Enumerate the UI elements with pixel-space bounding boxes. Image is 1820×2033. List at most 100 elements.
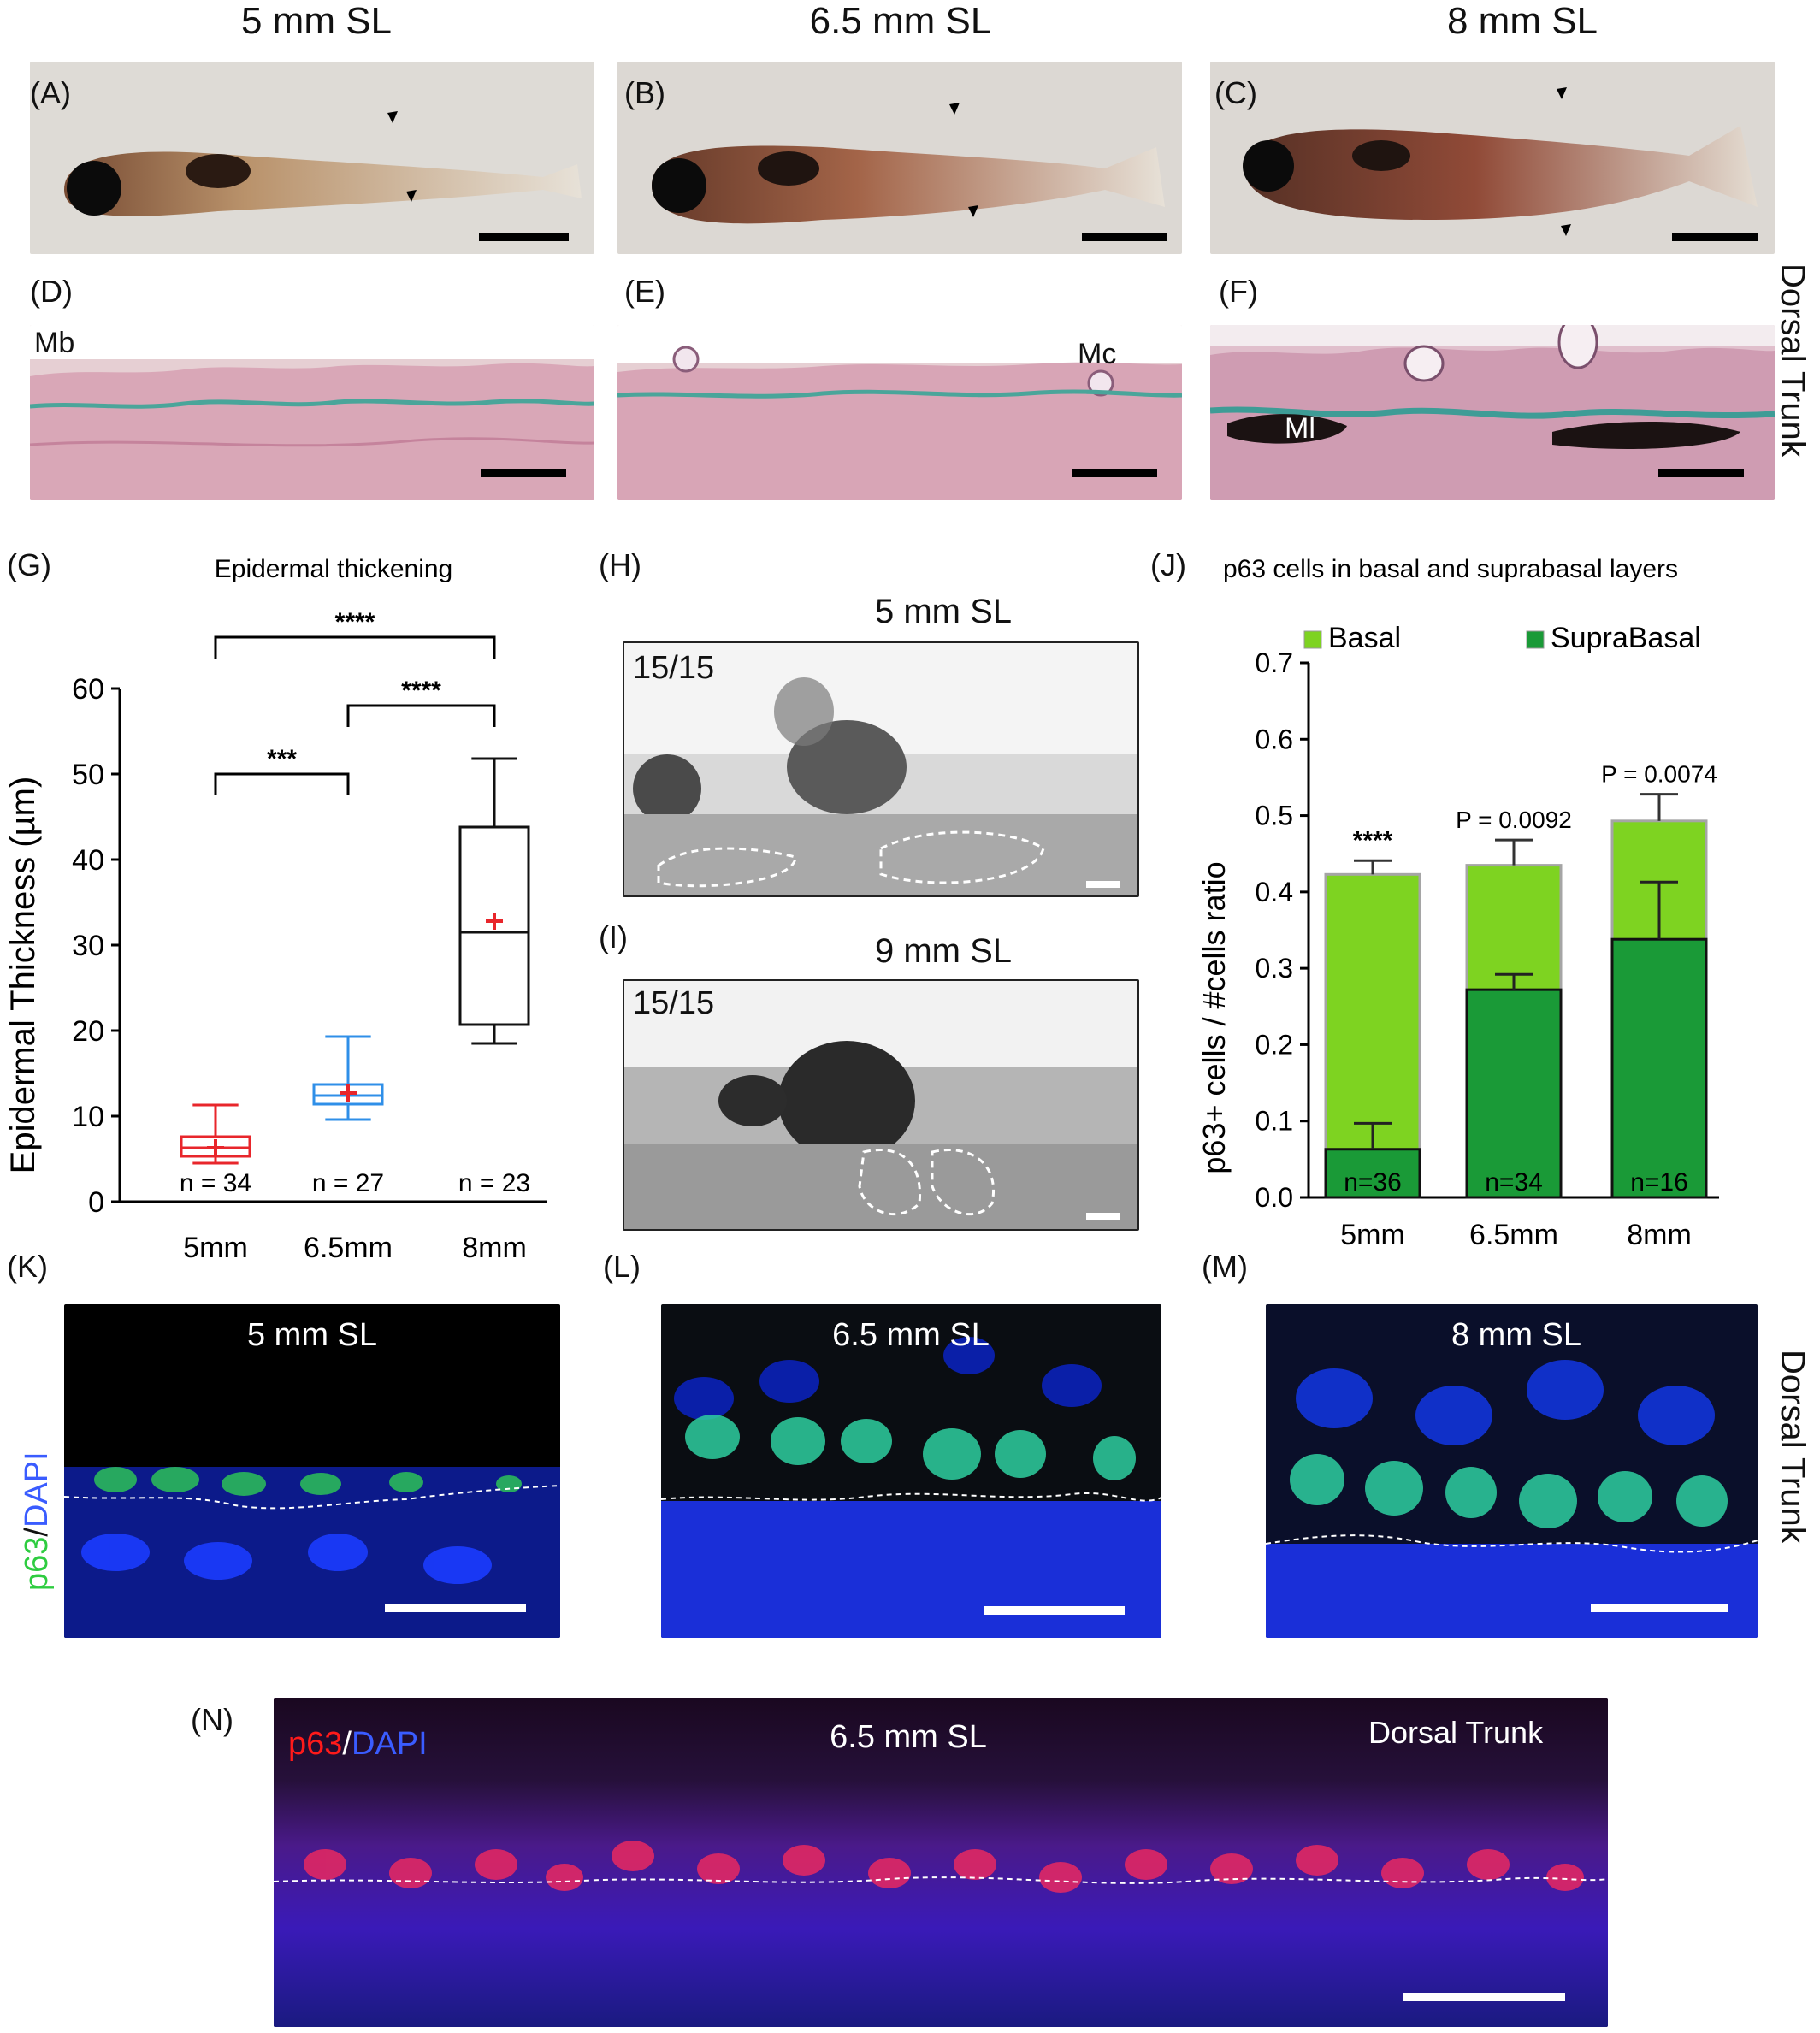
box-5mm: n = 34 5mm — [180, 1103, 251, 1264]
y-tick-label-j: 0.1 — [1256, 1106, 1293, 1137]
panel-label-i: (I) — [599, 919, 628, 954]
bar-chart-p63-cells: p63 cells in basal and suprabasal layers… — [1197, 555, 1719, 1251]
x-tick-label-g: 5mm — [183, 1232, 248, 1264]
column-title-6-5mm: 6.5 mm SL — [809, 0, 992, 42]
label-mb: Mb — [34, 327, 75, 359]
ish-count-9mm: 15/15 — [633, 985, 715, 1021]
y-tick-label-j: 0.4 — [1256, 877, 1293, 907]
scale-bar-a — [479, 233, 569, 241]
bar-group-5mm: n=36 **** 5mm — [1324, 826, 1421, 1251]
legend-swatch — [1303, 630, 1322, 649]
fluor-image-6-5mm — [661, 1304, 1161, 1638]
n-label-j: n=36 — [1344, 1168, 1402, 1197]
label-mc: Mc — [1078, 338, 1117, 370]
fluor-image-n — [274, 1698, 1608, 2027]
fluor-title-6-5mm: 6.5 mm SL — [832, 1317, 990, 1353]
bar-group-8mm: n=16 P = 0.0074 8mm — [1601, 761, 1717, 1251]
legend-swatch — [1526, 630, 1545, 649]
ish-count-5mm: 15/15 — [633, 650, 715, 686]
scale-bar-m — [1591, 1604, 1728, 1612]
panel-label-g: (G) — [7, 547, 51, 582]
panel-label-n: (N) — [191, 1702, 233, 1737]
y-tick-label-j: 0.0 — [1256, 1182, 1293, 1213]
significance-label: **** — [401, 677, 441, 705]
stain-p63-green: p63 — [19, 1536, 55, 1591]
y-tick-label-g: 0 — [88, 1186, 104, 1219]
annotation-j: P = 0.0092 — [1456, 807, 1572, 833]
significance-bracket: *** — [214, 745, 350, 795]
panel-label-b: (B) — [624, 75, 665, 110]
y-tick-label-g: 20 — [72, 1015, 104, 1048]
y-axis-label-g: Epidermal Thickness (µm) — [4, 777, 42, 1174]
ish-image-9mm — [623, 979, 1139, 1231]
bar-suprabasal — [1610, 937, 1708, 1199]
ish-image-5mm — [623, 641, 1139, 897]
y-tick-label-j: 0.5 — [1256, 801, 1293, 831]
n-label-j: n=16 — [1630, 1168, 1688, 1197]
scale-bar-f — [1658, 469, 1744, 477]
x-tick-label-j: 5mm — [1340, 1219, 1405, 1251]
scale-bar-e — [1072, 469, 1157, 477]
box-8mm: n = 23 8mm — [458, 757, 530, 1264]
x-tick-label-g: 6.5mm — [304, 1232, 393, 1264]
x-tick-label-g: 8mm — [462, 1232, 527, 1264]
panel-label-k: (K) — [7, 1249, 48, 1284]
bracket-line — [214, 635, 496, 659]
panel-label-e: (E) — [624, 274, 665, 309]
column-title-5mm: 5 mm SL — [240, 0, 393, 42]
scale-bar-h — [1086, 881, 1120, 888]
stain-separator: / — [19, 1528, 55, 1537]
fluor-title-5mm: 5 mm SL — [246, 1317, 378, 1353]
bracket-line — [214, 772, 350, 795]
legend-label: Basal — [1328, 622, 1401, 654]
significance-bracket: **** — [346, 677, 496, 727]
ish-title-9mm: 9 mm SL — [874, 932, 1013, 970]
box-6.5mm: n = 27 6.5mm — [304, 1035, 393, 1264]
panel-label-h: (H) — [599, 547, 641, 582]
y-tick-label-g: 60 — [72, 673, 104, 706]
legend-label: SupraBasal — [1551, 622, 1701, 654]
label-ml: Ml — [1285, 412, 1315, 445]
larva-photo-8mm — [1210, 62, 1775, 254]
x-tick-label-j: 8mm — [1627, 1219, 1692, 1251]
y-tick-label-j: 0.6 — [1256, 724, 1293, 754]
panel-label-m: (M) — [1202, 1249, 1248, 1284]
y-tick-label-g: 10 — [72, 1101, 104, 1133]
n-label: n = 27 — [312, 1169, 384, 1197]
x-tick-label-j: 6.5mm — [1469, 1219, 1558, 1251]
panel-label-j: (J) — [1150, 547, 1186, 582]
stain-dapi-blue: DAPI — [19, 1451, 55, 1528]
box-plot-epidermal-thickness: Epidermal thickening Epidermal Thickness… — [4, 555, 547, 1264]
panel-label-c: (C) — [1214, 75, 1257, 110]
bar-suprabasal — [1465, 988, 1563, 1199]
fluor-title-n: 6.5 mm SL — [830, 1719, 987, 1755]
y-axis-label-j: p63+ cells / #cells ratio — [1197, 861, 1232, 1173]
panel-label-a: (A) — [30, 75, 71, 110]
scale-bar-i — [1086, 1213, 1120, 1220]
scale-bar-k — [385, 1604, 526, 1612]
ish-title-5mm: 5 mm SL — [874, 593, 1013, 630]
fluor-image-5mm — [64, 1304, 560, 1638]
fluor-image-8mm — [1266, 1304, 1758, 1638]
n-label-j: n=34 — [1485, 1168, 1543, 1197]
scale-bar-c — [1672, 233, 1758, 241]
side-label-dorsal-trunk-bottom: Dorsal Trunk — [1774, 1350, 1811, 1544]
scale-bar-d — [481, 469, 566, 477]
stain-legend-n: p63/DAPI — [288, 1726, 428, 1763]
stain-dapi-blue-n: DAPI — [351, 1726, 428, 1762]
chart-title-g: Epidermal thickening — [215, 555, 452, 583]
stain-legend-k: p63/DAPI — [19, 1451, 56, 1591]
panel-label-l: (L) — [603, 1249, 641, 1284]
annotation-j: P = 0.0074 — [1601, 761, 1717, 788]
annotation-j: **** — [1353, 826, 1393, 854]
y-tick-label-j: 0.2 — [1256, 1029, 1293, 1060]
panel-label-d: (D) — [30, 274, 73, 309]
stain-p63-red: p63 — [288, 1726, 343, 1762]
bracket-line — [346, 704, 496, 727]
n-label: n = 34 — [180, 1169, 251, 1197]
larva-photo-5mm — [30, 62, 594, 254]
panel-label-f: (F) — [1219, 274, 1258, 309]
y-tick-label-g: 50 — [72, 759, 104, 791]
side-label-dorsal-trunk-top: Dorsal Trunk — [1774, 263, 1811, 458]
scale-bar-b — [1082, 233, 1167, 241]
